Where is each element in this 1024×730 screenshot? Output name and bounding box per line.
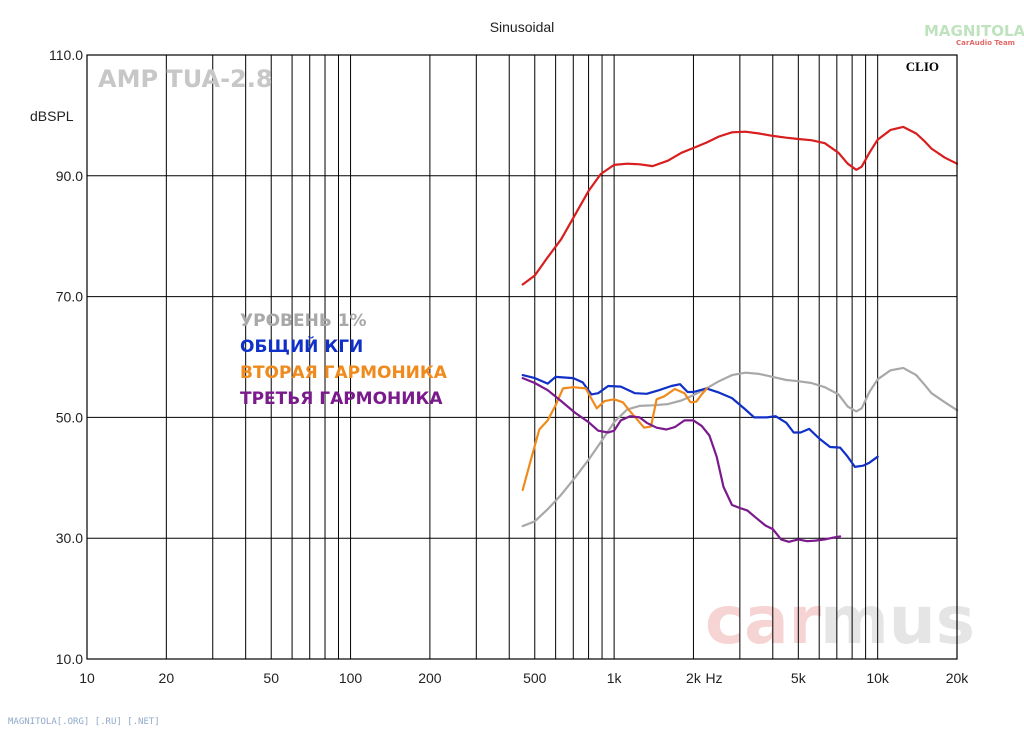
series-line-1: [521, 366, 959, 528]
series-line-2: [521, 374, 879, 468]
magnitola-logo-subtitle: CarAudio Team: [956, 39, 1015, 47]
x-tick-label: 500: [523, 670, 547, 686]
watermark-mus: mus: [820, 582, 975, 659]
x-tick-label: 20: [159, 670, 175, 686]
clio-label: CLIO: [906, 59, 939, 74]
series-line-0: [521, 125, 959, 286]
footer-site-text: MAGNITOLA[.ORG] [.RU] [.NET]: [8, 717, 160, 727]
plot-grid: [87, 55, 957, 659]
legend-second-harmonic: ВТОРАЯ ГАРМОНИКА: [240, 363, 448, 383]
legend-total-thd: ОБЩИЙ КГИ: [240, 335, 363, 357]
y-tick-label: 90.0: [56, 168, 83, 184]
chart-legend: УРОВЕНЬ 1% ОБЩИЙ КГИ ВТОРАЯ ГАРМОНИКА ТР…: [240, 311, 448, 409]
x-axis-ticks: 10 20 50 100 200 500 1k 2k 5k 10k 20k: [79, 670, 969, 686]
x-tick-label: 50: [263, 670, 279, 686]
plot-frame: [86, 54, 958, 660]
y-tick-label: 110.0: [49, 47, 83, 63]
x-tick-label: 2k: [686, 670, 702, 686]
x-tick-label: 100: [339, 670, 363, 686]
watermark-car: car: [705, 582, 822, 659]
plot-curves: [521, 125, 959, 543]
x-tick-label: 20k: [946, 670, 970, 686]
y-axis-ticks: 110.0 90.0 70.0 50.0 30.0 10.0: [49, 47, 83, 667]
amp-model-label: AMP TUA-2.8: [98, 65, 273, 93]
x-tick-label: 5k: [791, 670, 807, 686]
x-tick-label: 10: [79, 670, 95, 686]
series-line-3: [521, 386, 708, 491]
x-tick-label: 200: [418, 670, 442, 686]
x-tick-label: 1k: [607, 670, 623, 686]
magnitola-logo: MAGNITOLA: [924, 22, 1024, 40]
legend-third-harmonic: ТРЕТЬЯ ГАРМОНИКА: [240, 389, 443, 409]
y-tick-label: 50.0: [56, 409, 83, 425]
y-tick-label: 70.0: [56, 289, 83, 305]
x-tick-label: 10k: [866, 670, 890, 686]
y-tick-label: 10.0: [56, 651, 83, 667]
series-line-4: [521, 377, 842, 543]
legend-level-1pct: УРОВЕНЬ 1%: [240, 311, 367, 331]
y-axis-label: dBSPL: [30, 108, 74, 124]
x-axis-unit-label: Hz: [705, 670, 722, 686]
chart-title: Sinusoidal: [490, 19, 555, 35]
y-tick-label: 30.0: [56, 530, 83, 546]
